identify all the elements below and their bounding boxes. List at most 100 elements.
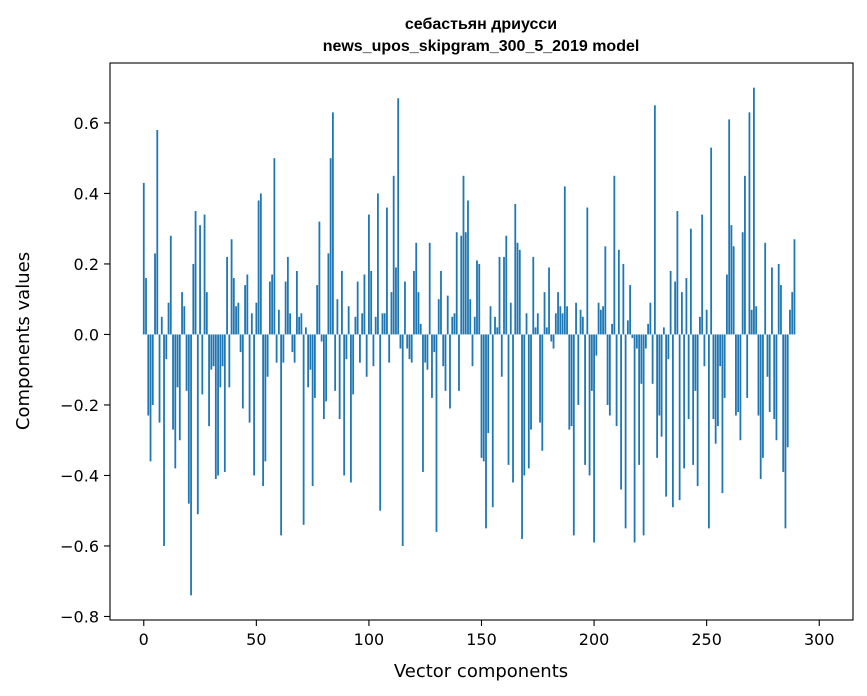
bar [651, 334, 654, 384]
bar [449, 334, 451, 409]
bar [210, 334, 213, 370]
bar [764, 242, 767, 335]
bar [766, 334, 769, 377]
bar [683, 334, 686, 469]
bar [631, 334, 634, 338]
bar [226, 256, 228, 335]
bar [185, 334, 188, 391]
bar [615, 334, 618, 427]
bar [399, 334, 402, 349]
bar [649, 302, 652, 335]
bar [599, 309, 602, 335]
bar [329, 158, 332, 335]
bar [147, 334, 150, 416]
bar [313, 334, 316, 398]
bar [516, 242, 519, 335]
bar [719, 334, 722, 367]
bar [577, 334, 580, 405]
bar [563, 186, 566, 335]
bar [467, 200, 469, 335]
x-axis-ticks: 0 50 100 150 200 250 300 [139, 620, 835, 649]
bar [257, 200, 260, 335]
bar [395, 267, 397, 335]
bar [593, 334, 595, 543]
chart-title-line-1: себастьян дриусси [405, 16, 557, 33]
bar [678, 334, 681, 501]
bar [356, 281, 359, 335]
bar [462, 175, 465, 335]
bar [392, 175, 395, 335]
bar [753, 87, 755, 335]
bar [626, 320, 629, 335]
bar [539, 334, 541, 423]
bar [388, 334, 391, 363]
bar [491, 334, 494, 508]
bar [309, 334, 312, 370]
bar [471, 334, 474, 367]
bar [255, 302, 258, 335]
bar [762, 334, 764, 458]
bar [386, 207, 388, 335]
bar [426, 334, 429, 370]
bar [415, 242, 418, 335]
x-tick-label: 50 [246, 630, 266, 649]
bar [199, 225, 201, 335]
x-tick-label: 250 [691, 630, 722, 649]
bar [721, 334, 724, 494]
bar [705, 309, 708, 335]
bar [167, 302, 170, 335]
bar [773, 334, 776, 420]
bar [552, 334, 555, 349]
bar [433, 334, 436, 353]
bar [352, 334, 355, 395]
bar [674, 281, 677, 335]
bar [575, 302, 577, 335]
bar [372, 334, 375, 367]
bar [676, 211, 679, 335]
bar [262, 334, 264, 487]
bar [590, 334, 593, 391]
bar [440, 270, 442, 335]
bar [791, 292, 794, 335]
bar [644, 334, 647, 349]
bar [570, 334, 573, 427]
bar [370, 270, 373, 335]
y-tick-label: −0.6 [60, 537, 99, 556]
bar [338, 334, 341, 420]
bar [543, 292, 546, 335]
bar [408, 334, 411, 360]
bar [757, 334, 760, 416]
bar [530, 334, 532, 430]
bar [214, 334, 217, 479]
bar [782, 334, 785, 472]
bar [737, 334, 740, 413]
bar [624, 334, 627, 529]
bar [746, 334, 749, 398]
bar [777, 263, 780, 335]
bar [699, 316, 701, 335]
bar [284, 281, 287, 335]
bar [638, 334, 641, 465]
bars-group [142, 87, 796, 596]
bar [696, 334, 699, 487]
bar [205, 292, 208, 335]
bar [219, 334, 222, 388]
bar [280, 334, 283, 536]
bar [275, 334, 278, 363]
bar [532, 256, 535, 335]
bar [178, 334, 181, 441]
bar [694, 334, 697, 391]
bar [176, 334, 179, 388]
bar [572, 334, 575, 536]
bar [786, 334, 789, 448]
y-tick-label: −0.4 [60, 466, 99, 485]
bar [172, 334, 174, 430]
bar [629, 285, 631, 335]
bar [554, 313, 557, 335]
bar [771, 267, 773, 335]
bar [669, 270, 672, 335]
bar [617, 249, 620, 335]
bar [235, 306, 237, 335]
bar [660, 334, 663, 437]
bar [250, 313, 253, 335]
